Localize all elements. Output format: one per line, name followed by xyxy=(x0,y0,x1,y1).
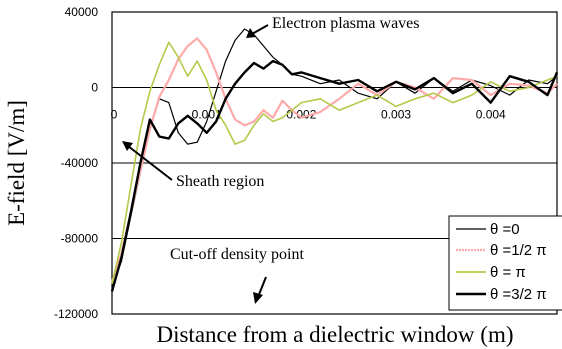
y-tick-label: -40000 xyxy=(61,156,99,170)
y-axis-label: E-field [V/m] xyxy=(4,100,29,226)
legend-label-theta-3-2-pi: θ =3/2 π xyxy=(490,286,547,303)
y-tick-label: -120000 xyxy=(54,307,98,321)
annotation-electron-plasma-waves: Electron plasma waves xyxy=(272,15,420,32)
x-tick-label: 0 xyxy=(111,108,118,122)
annotation-arrows xyxy=(122,24,269,304)
y-tick-label: 40000 xyxy=(65,5,99,19)
x-tick-label: 0.004 xyxy=(476,108,506,122)
y-tick-label: -80000 xyxy=(61,232,99,246)
x-tick-label: 0.001 xyxy=(192,108,222,122)
series-line-2 xyxy=(111,41,558,284)
series-lines xyxy=(110,28,559,292)
series-line-0 xyxy=(111,28,558,288)
legend-label-theta-pi: θ = π xyxy=(490,264,526,281)
legend-label-theta-0: θ =0 xyxy=(490,221,520,238)
legend: θ =0 θ =1/2 π θ = π θ =3/2 π xyxy=(448,215,562,311)
series-line-1 xyxy=(110,37,558,283)
arrowhead-cutoff xyxy=(253,292,263,304)
y-tick-label: 0 xyxy=(91,81,98,95)
arrow-plasma-waves xyxy=(251,24,269,35)
arrow-cutoff xyxy=(257,276,267,298)
arrow-sheath xyxy=(127,145,173,181)
annotation-sheath-region: Sheath region xyxy=(176,173,264,190)
x-axis-label: Distance from a dielectric window (m) xyxy=(156,322,513,347)
legend-label-theta-half-pi: θ =1/2 π xyxy=(490,242,547,259)
annotation-cutoff-density: Cut-off density point xyxy=(170,246,304,263)
series-line-3 xyxy=(110,59,559,292)
x-tick-label: 0.003 xyxy=(381,108,411,122)
y-tick-labels: 40000 0 -40000 -80000 -120000 xyxy=(54,5,98,321)
arrowhead-plasma-waves xyxy=(246,28,256,38)
arrowhead-sheath xyxy=(122,141,133,151)
